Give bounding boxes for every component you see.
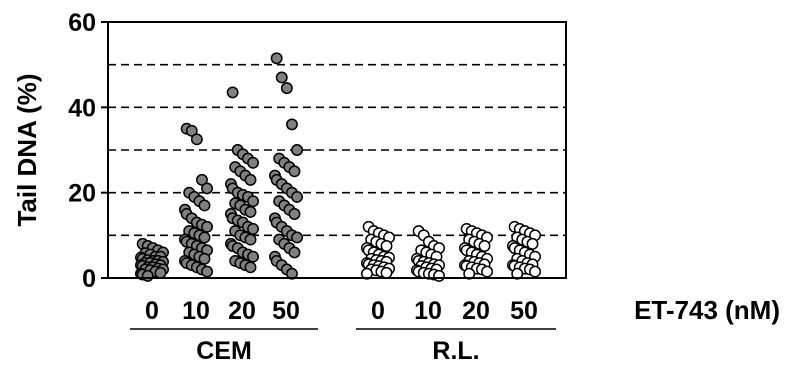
- point-cem-10-28: [198, 252, 211, 265]
- point-rl-50-8: [526, 237, 539, 250]
- x-axis-title: ET-743 (nM): [634, 295, 780, 325]
- y-tick-label-0: 0: [82, 265, 96, 293]
- point-rl-0-8: [380, 240, 393, 252]
- point-rl-20-8: [478, 240, 491, 252]
- point-cem-20-8: [244, 173, 257, 186]
- point-cem-10-2: [190, 133, 203, 146]
- point-cem-20-0: [226, 86, 239, 99]
- point-cem-10-1: [185, 124, 198, 137]
- point-cem-50-0: [270, 52, 283, 65]
- x-category-label-3: 50: [272, 297, 300, 325]
- point-cem-20-38: [244, 261, 257, 274]
- point-rl-50-24: [529, 265, 541, 278]
- x-category-label-5: 10: [414, 297, 442, 325]
- point-cem-10-8: [198, 199, 211, 212]
- point-cem-50-3: [286, 118, 298, 131]
- group-label-1: R.L.: [432, 337, 479, 365]
- x-category-label-4: 0: [371, 297, 385, 325]
- point-cem-50-1: [275, 71, 288, 84]
- x-category-label-6: 20: [462, 297, 490, 325]
- x-axis-categories: 0 10 20 50 0 10 20 50: [145, 297, 538, 325]
- point-cem-50-8: [288, 165, 301, 178]
- point-cem-50-24: [291, 231, 303, 244]
- point-rl-10-24: [433, 269, 445, 282]
- point-cem-10-18: [198, 231, 211, 244]
- point-rl-20-24: [481, 265, 493, 278]
- y-axis-ticks: 0 20 40 60: [68, 9, 108, 293]
- x-category-label-1: 10: [182, 297, 210, 325]
- y-tick-label-60: 60: [68, 9, 96, 37]
- point-cem-20-24: [247, 222, 260, 235]
- point-cem-50-18: [288, 208, 301, 220]
- point-cem-20-18: [244, 205, 257, 218]
- point-cem-20-14: [247, 195, 260, 208]
- point-cem-0-31: [141, 269, 154, 282]
- point-cem-10-4: [201, 182, 214, 195]
- point-cem-20-4: [247, 156, 260, 169]
- y-tick-label-40: 40: [68, 94, 96, 122]
- point-cem-20-28: [244, 233, 257, 246]
- group-label-0: CEM: [196, 337, 252, 365]
- point-cem-50-4: [291, 144, 303, 156]
- point-cem-50-28: [288, 246, 301, 259]
- y-tick-label-20: 20: [68, 180, 96, 208]
- plot-frame: [107, 21, 567, 279]
- x-category-label-0: 0: [145, 297, 159, 325]
- data-points: [135, 52, 541, 282]
- point-rl-0-28: [380, 266, 393, 279]
- x-category-label-2: 20: [228, 297, 256, 325]
- gridlines: [108, 63, 566, 237]
- point-cem-50-14: [291, 190, 303, 203]
- point-cem-20-34: [247, 250, 260, 263]
- group-labels: CEM R.L.: [130, 328, 556, 365]
- point-cem-50-2: [280, 82, 293, 95]
- point-cem-10-34: [201, 265, 214, 278]
- y-axis-title: Tail DNA (%): [12, 73, 42, 226]
- point-cem-0-28: [154, 266, 167, 279]
- point-cem-10-3: [196, 173, 208, 186]
- x-category-label-7: 50: [510, 297, 538, 325]
- point-cem-10-14: [201, 220, 214, 233]
